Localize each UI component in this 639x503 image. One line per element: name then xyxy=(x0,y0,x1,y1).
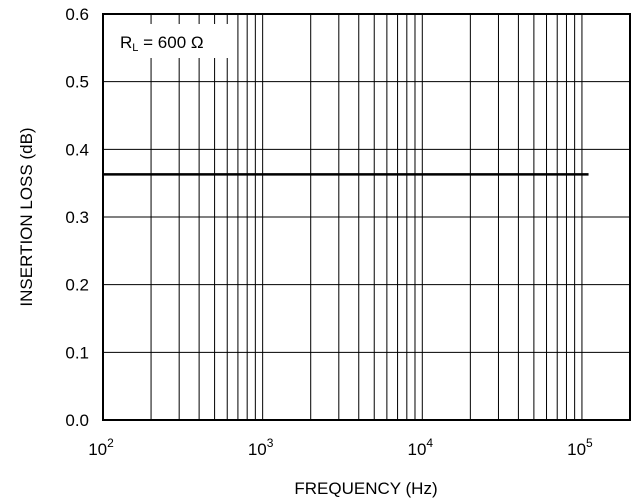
x-tick-labels: 102 103 104 105 xyxy=(88,436,593,459)
x-tick-exponent: 3 xyxy=(267,436,274,450)
plot-frame xyxy=(102,13,631,421)
x-tick-base: 10 xyxy=(407,440,426,459)
y-tick-label: 0.5 xyxy=(65,73,89,92)
y-tick-label: 0.1 xyxy=(65,343,89,362)
x-tick-exponent: 5 xyxy=(586,436,593,450)
x-tick-label: 105 xyxy=(567,436,593,459)
x-tick-base: 10 xyxy=(88,440,107,459)
y-tick-label: 0.2 xyxy=(65,276,89,295)
y-tick-labels: 0.0 0.1 0.2 0.3 0.4 0.5 0.6 xyxy=(65,5,89,430)
y-tick-label: 0.6 xyxy=(65,5,89,24)
y-axis-title: INSERTION LOSS (dB) xyxy=(17,127,36,306)
x-axis-title: FREQUENCY (Hz) xyxy=(294,479,437,498)
y-tick-label: 0.3 xyxy=(65,208,89,227)
x-tick-label: 103 xyxy=(248,436,274,459)
x-tick-label: 104 xyxy=(407,436,433,459)
grid-lines xyxy=(103,14,630,420)
x-tick-exponent: 4 xyxy=(426,436,433,450)
annotation-background xyxy=(108,24,232,58)
y-tick-label: 0.0 xyxy=(65,411,89,430)
x-tick-label: 102 xyxy=(88,436,114,459)
y-tick-label: 0.4 xyxy=(65,140,89,159)
x-tick-exponent: 2 xyxy=(107,436,114,450)
annotation-label: RL = 600 Ω xyxy=(120,33,204,54)
x-tick-base: 10 xyxy=(567,440,586,459)
x-tick-base: 10 xyxy=(248,440,267,459)
